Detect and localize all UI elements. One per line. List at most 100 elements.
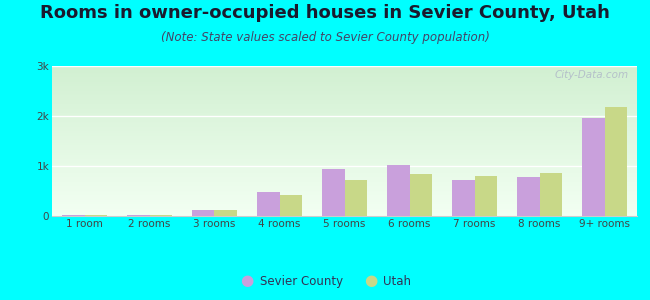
- Bar: [52, 114, 637, 115]
- Bar: [52, 187, 637, 188]
- Bar: [52, 106, 637, 107]
- Bar: [52, 172, 637, 173]
- Bar: [52, 137, 637, 138]
- Bar: [52, 84, 637, 85]
- Bar: [150, 215, 172, 216]
- Bar: [52, 125, 637, 126]
- Bar: [52, 66, 637, 67]
- Bar: [192, 209, 215, 216]
- Bar: [52, 129, 637, 130]
- Bar: [52, 85, 637, 86]
- Bar: [52, 126, 637, 127]
- Bar: [387, 165, 410, 216]
- Bar: [52, 94, 637, 95]
- Bar: [52, 151, 637, 152]
- Bar: [52, 202, 637, 203]
- Bar: [52, 73, 637, 74]
- Bar: [52, 146, 637, 147]
- Bar: [52, 92, 637, 93]
- Bar: [52, 174, 637, 175]
- Bar: [52, 147, 637, 148]
- Bar: [52, 144, 637, 145]
- Bar: [52, 78, 637, 79]
- Bar: [52, 202, 637, 203]
- Bar: [52, 179, 637, 180]
- Bar: [52, 182, 637, 183]
- Bar: [52, 131, 637, 132]
- Bar: [52, 90, 637, 91]
- Bar: [52, 128, 637, 129]
- Bar: [52, 77, 637, 78]
- Bar: [52, 156, 637, 157]
- Bar: [52, 170, 637, 171]
- Bar: [52, 149, 637, 150]
- Bar: [52, 161, 637, 162]
- Bar: [52, 76, 637, 77]
- Text: Utah: Utah: [384, 275, 411, 288]
- Bar: [52, 68, 637, 69]
- Bar: [52, 142, 637, 143]
- Bar: [52, 123, 637, 124]
- Bar: [52, 186, 637, 187]
- Bar: [52, 143, 637, 144]
- Bar: [52, 109, 637, 110]
- Bar: [52, 103, 637, 104]
- Bar: [540, 172, 562, 216]
- Bar: [52, 140, 637, 141]
- Bar: [52, 169, 637, 170]
- Bar: [52, 135, 637, 136]
- Bar: [474, 176, 497, 216]
- Bar: [517, 177, 540, 216]
- Bar: [52, 67, 637, 68]
- Bar: [52, 148, 637, 149]
- Bar: [52, 176, 637, 177]
- Bar: [52, 138, 637, 139]
- Bar: [52, 89, 637, 90]
- Bar: [52, 180, 637, 181]
- Bar: [52, 185, 637, 186]
- Bar: [52, 110, 637, 111]
- Bar: [604, 106, 627, 216]
- Bar: [52, 72, 637, 73]
- Bar: [52, 191, 637, 192]
- Bar: [52, 98, 637, 99]
- Bar: [52, 115, 637, 116]
- Bar: [52, 181, 637, 182]
- Bar: [52, 95, 637, 96]
- Bar: [52, 88, 637, 89]
- Bar: [52, 208, 637, 209]
- Bar: [52, 154, 637, 155]
- Bar: [52, 71, 637, 72]
- Bar: [52, 162, 637, 163]
- Bar: [52, 87, 637, 88]
- Bar: [52, 93, 637, 94]
- Bar: [52, 150, 637, 151]
- Bar: [52, 192, 637, 193]
- Bar: [52, 82, 637, 83]
- Bar: [62, 214, 84, 216]
- Bar: [52, 107, 637, 108]
- Bar: [52, 153, 637, 154]
- Bar: [52, 204, 637, 205]
- Bar: [52, 175, 637, 176]
- Bar: [52, 119, 637, 120]
- Bar: [257, 191, 280, 216]
- Bar: [52, 69, 637, 70]
- Bar: [52, 166, 637, 167]
- Bar: [52, 70, 637, 71]
- Bar: [52, 200, 637, 201]
- Bar: [52, 169, 637, 170]
- Text: (Note: State values scaled to Sevier County population): (Note: State values scaled to Sevier Cou…: [161, 32, 489, 44]
- Bar: [52, 132, 637, 133]
- Bar: [52, 165, 637, 166]
- Bar: [344, 179, 367, 216]
- Bar: [52, 100, 637, 101]
- Bar: [52, 168, 637, 169]
- Bar: [52, 91, 637, 92]
- Bar: [52, 155, 637, 156]
- Bar: [84, 215, 107, 216]
- Bar: [52, 215, 637, 216]
- Bar: [52, 206, 637, 207]
- Bar: [52, 141, 637, 142]
- Bar: [52, 193, 637, 194]
